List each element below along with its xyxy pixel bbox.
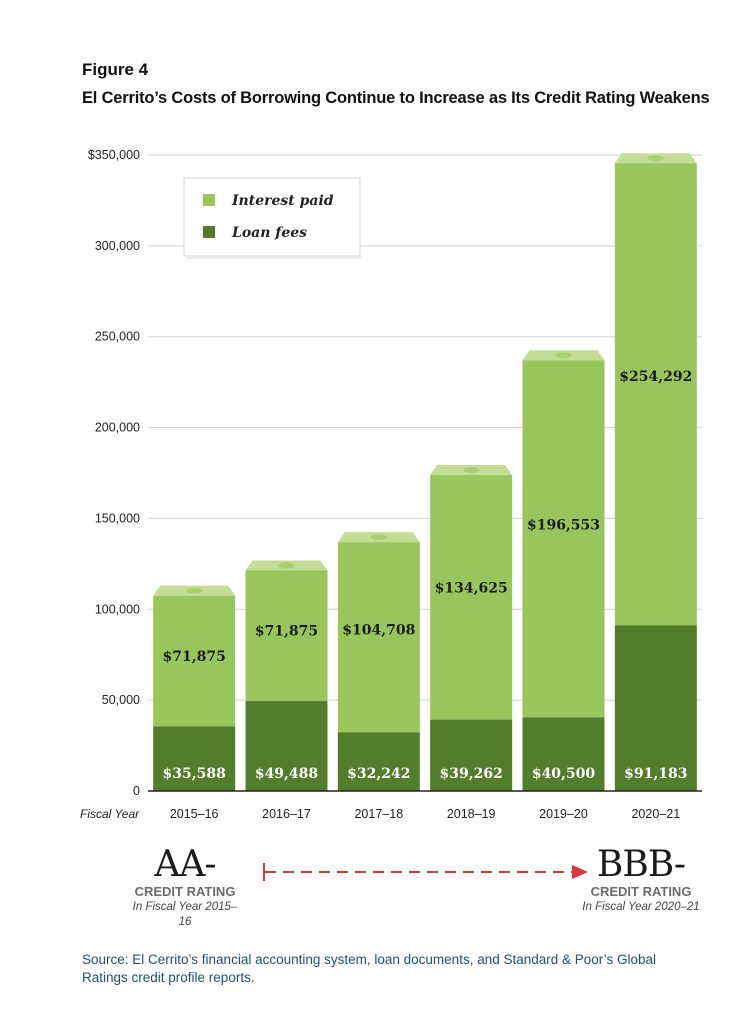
interest-value-label: $104,708 [342, 623, 415, 639]
loan-fees-value-label: $40,500 [532, 766, 596, 782]
x-axis-label: Fiscal Year [80, 807, 140, 821]
stacked-bar-chart: 0 50,000 100,000 150,000 200,000 250,000 300,0… [80, 148, 702, 821]
y-tick-label: 150,000 [95, 511, 140, 525]
x-tick-label: 2020–21 [631, 807, 680, 821]
bar-loan-fees [245, 701, 328, 791]
bar-interest [337, 542, 420, 733]
source-note: Source: El Cerrito’s financial accountin… [82, 952, 657, 985]
grid-layer: 0 50,000 100,000 150,000 200,000 250,000 300,0… [88, 148, 702, 798]
figure-label: Figure 4 [82, 60, 149, 79]
rating-end-year: In Fiscal Year 2020–21 [582, 901, 700, 913]
loan-fees-value-label: $32,242 [347, 766, 410, 782]
bar-cap-dot [647, 155, 664, 162]
bar-cap-dot [463, 467, 480, 474]
legend-label-interest: Interest paid [231, 193, 334, 209]
legend-swatch-interest [203, 194, 215, 206]
loan-fees-value-label: $35,588 [163, 766, 226, 782]
rating-end-label: CREDIT RATING [590, 884, 692, 899]
x-tick-label: 2017–18 [354, 807, 403, 821]
y-tick-label: $350,000 [88, 148, 140, 162]
y-tick-label: 200,000 [95, 421, 140, 435]
bar-cap-dot [278, 562, 295, 569]
rating-start-grade: AA- [154, 844, 216, 885]
rating-start-label: CREDIT RATING [134, 884, 236, 899]
bar-cap-dot [370, 534, 387, 541]
legend-label-loan-fees: Loan fees [231, 225, 307, 241]
bar-interest [430, 475, 513, 720]
legend-shadow [186, 256, 362, 259]
bar-cap-dot [186, 587, 203, 594]
bars-layer: $35,588 $71,875 2015–16 $49,488 $71,875 2016–… [148, 153, 702, 821]
bar-cap-dot [555, 352, 572, 359]
bar-loan-fees [337, 732, 420, 791]
bar-loan-fees [522, 717, 605, 791]
x-tick-label: 2019–20 [539, 807, 588, 821]
interest-value-label: $196,553 [527, 518, 600, 534]
y-tick-label: 100,000 [95, 602, 140, 616]
bar-interest [522, 360, 605, 718]
x-tick-label: 2018–19 [447, 807, 496, 821]
y-tick-label: 0 [133, 784, 140, 798]
y-tick-label: 300,000 [95, 239, 140, 253]
interest-value-label: $134,625 [435, 581, 508, 597]
y-tick-label: 250,000 [95, 330, 140, 344]
rating-start-year: In Fiscal Year 2015–16 [132, 901, 238, 928]
interest-value-label: $254,292 [619, 369, 692, 385]
bar-interest [245, 570, 328, 702]
bar-loan-fees [614, 625, 697, 791]
bar-interest [153, 595, 236, 727]
loan-fees-value-label: $49,488 [255, 766, 318, 782]
loan-fees-value-label: $91,183 [624, 766, 687, 782]
interest-value-label: $71,875 [255, 624, 318, 640]
interest-value-label: $71,875 [163, 649, 226, 665]
rating-end: BBB- CREDIT RATING In Fiscal Year 2020–2… [578, 846, 704, 915]
rating-end-grade: BBB- [596, 844, 686, 885]
legend: Interest paid Loan fees [183, 177, 362, 259]
y-tick-label: 50,000 [102, 693, 140, 707]
bar-interest [614, 163, 697, 626]
x-tick-label: 2015–16 [170, 807, 219, 821]
rating-start: AA- CREDIT RATING In Fiscal Year 2015–16 [130, 846, 240, 930]
legend-swatch-loan-fees [203, 226, 215, 238]
figure-title: El Cerrito’s Costs of Borrowing Continue… [82, 89, 710, 107]
loan-fees-value-label: $39,262 [440, 766, 503, 782]
x-tick-label: 2016–17 [262, 807, 311, 821]
arrow-head [572, 865, 588, 879]
legend-box [183, 177, 361, 257]
bar-loan-fees [153, 726, 236, 791]
bar-loan-fees [430, 719, 513, 791]
